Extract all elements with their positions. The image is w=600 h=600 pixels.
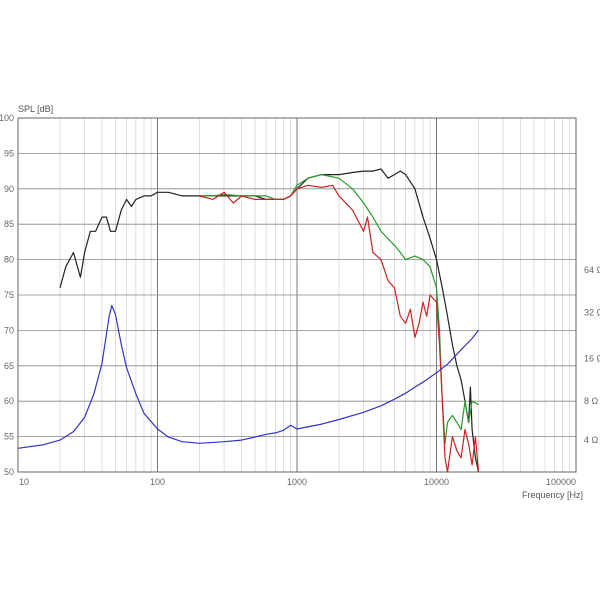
x-axis-label: Frequency [Hz] <box>522 490 583 500</box>
y-tick-label: 70 <box>4 325 14 335</box>
x-tick-label: 100000 <box>546 477 576 487</box>
impedance-tick-label: 16 Ω <box>584 354 600 364</box>
y-tick-label: 95 <box>4 148 14 158</box>
x-tick-label: 1000 <box>287 477 307 487</box>
impedance-tick-label: 32 Ω <box>584 308 600 318</box>
y-tick-label: 80 <box>4 255 14 265</box>
y-tick-label: 55 <box>4 432 14 442</box>
impedance-curve <box>17 304 479 449</box>
impedance-axis-tick-labels: 4 Ω 8 Ω 16 Ω 32 Ω 64 Ω <box>584 265 600 445</box>
impedance-tick-label: 4 Ω <box>584 435 599 445</box>
x-axis-tick-labels: 10 100 1000 10000 100000 <box>19 477 576 487</box>
y-tick-label: 100 <box>0 113 14 123</box>
y-tick-label: 90 <box>4 184 14 194</box>
x-tick-label: 10 <box>19 477 29 487</box>
x-tick-label: 10000 <box>424 477 449 487</box>
y-tick-label: 50 <box>4 467 14 477</box>
plot-frame <box>17 117 577 473</box>
y-tick-label: 65 <box>4 361 14 371</box>
y-axis-label: SPL [dB] <box>18 104 53 114</box>
y-tick-label: 60 <box>4 396 14 406</box>
major-gridlines <box>18 118 576 472</box>
y-tick-label: 85 <box>4 219 14 229</box>
impedance-tick-label: 64 Ω <box>584 265 600 275</box>
response-curve-red <box>199 184 480 473</box>
impedance-tick-label: 8 Ω <box>584 396 599 406</box>
y-tick-label: 75 <box>4 290 14 300</box>
response-curve-green <box>199 174 479 445</box>
y-axis-tick-labels: 50 55 60 65 70 75 80 85 90 95 100 <box>0 113 14 477</box>
series-layer <box>17 168 480 473</box>
x-tick-label: 100 <box>150 477 165 487</box>
